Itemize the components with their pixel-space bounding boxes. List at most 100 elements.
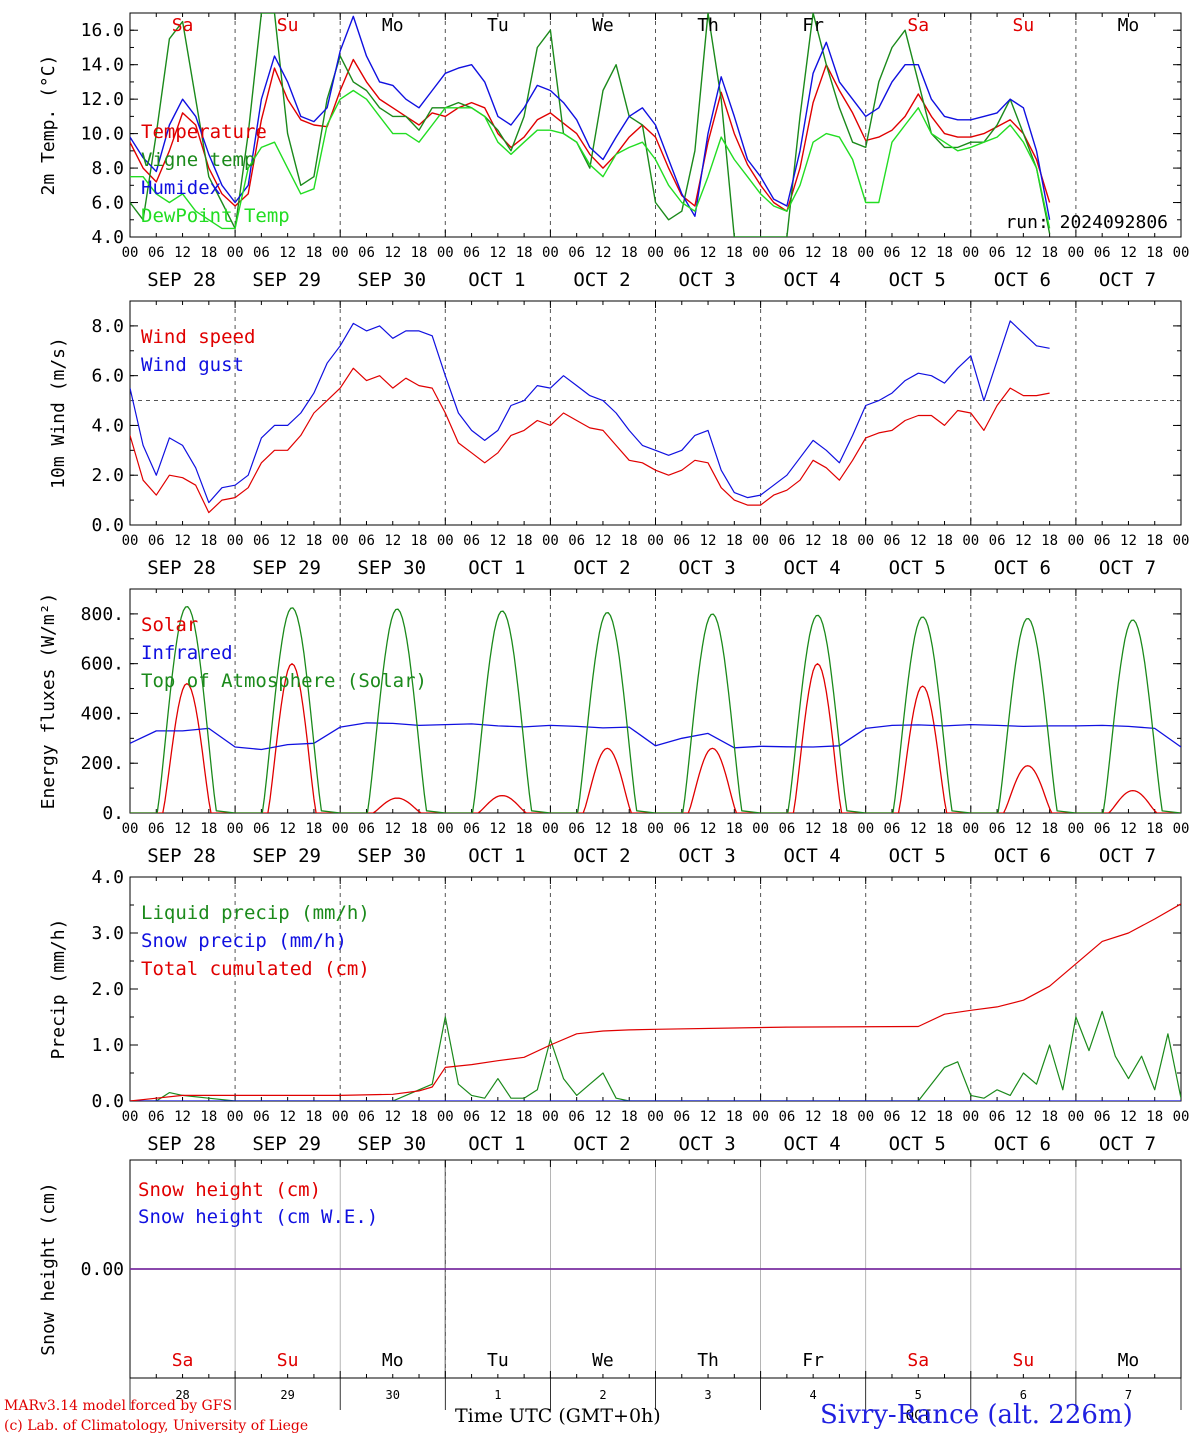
hour-tick-label: 00: [332, 821, 349, 837]
series-group: [130, 13, 1051, 237]
hour-tick-label: 00: [542, 1109, 559, 1125]
hour-tick-label: 12: [489, 245, 506, 261]
weekday-label: Tu: [487, 15, 509, 36]
hour-tick-label: 06: [463, 245, 480, 261]
series-group: [130, 606, 1181, 813]
y-tick-label: 8.0: [91, 316, 124, 337]
date-label: SEP 30: [357, 557, 426, 579]
date-label: OCT 4: [784, 1133, 841, 1155]
hour-tick-label: 00: [1173, 245, 1190, 261]
weekday-label: Mo: [382, 1350, 404, 1371]
hour-tick-label: 18: [516, 1109, 533, 1125]
y-tick-label: 0.: [102, 803, 124, 824]
hour-tick-label: 12: [489, 821, 506, 837]
hour-tick-label: 00: [752, 821, 769, 837]
legend-entry: Snow height (cm): [138, 1179, 321, 1201]
hour-tick-label: 12: [384, 1109, 401, 1125]
hour-tick-label: 12: [595, 245, 612, 261]
legend-entry: Wind speed: [141, 326, 255, 348]
y-tick-label: 4.0: [91, 227, 124, 248]
series-line: [130, 58, 1051, 212]
hour-tick-label: 12: [1120, 1109, 1137, 1125]
hour-tick-label: 18: [200, 821, 217, 837]
hour-tick-label: 12: [700, 245, 717, 261]
hour-tick-label: 00: [1067, 533, 1084, 549]
hour-tick-label: 18: [621, 1109, 638, 1125]
hour-tick-label: 00: [647, 245, 664, 261]
date-label: OCT 5: [889, 845, 946, 867]
hour-tick-label: 00: [122, 1109, 139, 1125]
y-tick-label: 4.0: [91, 415, 124, 436]
hour-tick-label: 00: [122, 821, 139, 837]
hour-tick-label: 12: [1120, 533, 1137, 549]
hour-tick-label: 00: [1173, 1109, 1190, 1125]
hour-tick-label: 06: [358, 821, 375, 837]
panel-4: 0.0 1.0 2.0 3.0 4.0 Precip (mm/h) Liquid preci…: [48, 867, 1189, 1155]
hour-tick-label: 00: [857, 821, 874, 837]
legend-entry: Snow precip (mm/h): [141, 930, 347, 952]
date-label: OCT 6: [994, 269, 1051, 291]
day-number-label: 5: [915, 1388, 922, 1402]
hour-tick-label: 00: [437, 821, 454, 837]
hour-tick-label: 18: [1146, 245, 1163, 261]
hour-tick-label: 06: [778, 245, 795, 261]
lab-credit: (c) Lab. of Climatology, University of L…: [4, 1418, 309, 1434]
y-tick-label: 14.0: [81, 55, 124, 76]
hour-tick-label: 06: [568, 245, 585, 261]
y-tick-label: 6.0: [91, 366, 124, 387]
hour-tick-label: 00: [857, 1109, 874, 1125]
hour-tick-label: 12: [279, 533, 296, 549]
y-axis-label: Precip (mm/h): [48, 919, 69, 1060]
y-axis-label: Snow height (cm): [38, 1182, 59, 1355]
hour-tick-label: 06: [989, 533, 1006, 549]
hour-tick-label: 06: [673, 1109, 690, 1125]
hour-tick-label: 12: [1120, 821, 1137, 837]
date-label: OCT 1: [468, 845, 525, 867]
date-label: OCT 5: [889, 269, 946, 291]
hour-tick-label: 12: [805, 245, 822, 261]
hour-tick-label: 00: [437, 245, 454, 261]
series-line: [130, 903, 1181, 1101]
hour-tick-label: 18: [305, 245, 322, 261]
day-number-label: 30: [386, 1388, 400, 1402]
legend-entry: Temperature: [141, 121, 267, 143]
y-axis-label: Energy fluxes (W/m²): [38, 593, 59, 810]
series-line: [130, 663, 1181, 813]
date-label: OCT 4: [784, 557, 841, 579]
hour-tick-label: 18: [621, 821, 638, 837]
hour-tick-label: 06: [1094, 245, 1111, 261]
day-number-label: 4: [810, 1388, 817, 1402]
hour-tick-label: 12: [279, 1109, 296, 1125]
panel-5: 0.00 Snow height (cm) Snow height (cm) Snow…: [38, 1159, 1182, 1424]
hour-tick-label: 00: [332, 533, 349, 549]
hour-tick-label: 00: [227, 533, 244, 549]
hour-tick-label: 12: [1120, 245, 1137, 261]
weekday-label: Th: [697, 15, 719, 36]
date-label: OCT 3: [678, 845, 735, 867]
hour-tick-label: 12: [910, 821, 927, 837]
date-label: OCT 3: [678, 557, 735, 579]
date-label: OCT 1: [468, 1133, 525, 1155]
hour-tick-label: 12: [1015, 245, 1032, 261]
date-label: OCT 7: [1099, 269, 1156, 291]
hour-tick-label: 06: [568, 533, 585, 549]
day-number-label: 1: [494, 1388, 501, 1402]
hour-tick-label: 06: [463, 533, 480, 549]
hour-tick-label: 06: [253, 1109, 270, 1125]
hour-tick-label: 12: [279, 821, 296, 837]
series-line: [130, 1010, 1181, 1101]
date-label: OCT 6: [994, 557, 1051, 579]
hour-tick-label: 00: [332, 1109, 349, 1125]
hour-tick-label: 18: [305, 1109, 322, 1125]
hour-tick-label: 00: [962, 821, 979, 837]
hour-tick-label: 18: [936, 821, 953, 837]
date-label: OCT 2: [573, 845, 630, 867]
hour-tick-label: 06: [568, 821, 585, 837]
hour-tick-label: 18: [305, 533, 322, 549]
date-label: SEP 28: [147, 845, 216, 867]
y-axis-label: 10m Wind (m/s): [48, 337, 69, 489]
hour-tick-label: 18: [726, 245, 743, 261]
hour-tick-label: 00: [227, 1109, 244, 1125]
date-label: OCT 7: [1099, 557, 1156, 579]
weekday-label: Sa: [172, 15, 194, 36]
